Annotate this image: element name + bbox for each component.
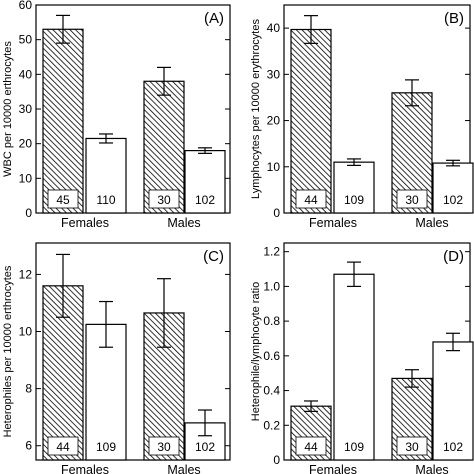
y-tick-label: 1.0 <box>263 279 280 293</box>
sample-size-label: 102 <box>438 437 468 455</box>
error-bar <box>157 278 171 348</box>
error-bar <box>405 369 419 388</box>
panel-label: (A) <box>204 10 224 27</box>
svg-text:110: 110 <box>96 193 115 207</box>
error-bar <box>99 300 113 348</box>
svg-text:30: 30 <box>405 440 419 454</box>
panel-label: (B) <box>444 10 464 27</box>
y-tick-label: 40 <box>267 21 281 35</box>
error-bar <box>198 409 212 437</box>
sample-size-label: 102 <box>190 190 220 208</box>
y-tick-label: 0.8 <box>263 314 280 328</box>
bar-open <box>333 273 375 461</box>
panel-label: (D) <box>443 248 464 265</box>
sample-size-label: 110 <box>91 190 121 208</box>
category-label: Females <box>61 216 109 230</box>
error-bar <box>198 147 212 154</box>
svg-text:102: 102 <box>195 193 215 207</box>
sample-size-label: 30 <box>148 436 180 456</box>
panel-b: 0 10 20 30 40 Lymphocytes per 10000 erythrocy… <box>250 4 474 230</box>
sample-size-label: 44 <box>295 189 327 209</box>
plot-frame <box>283 4 471 214</box>
y-tick-label: 1.2 <box>263 245 280 259</box>
y-tick-label: 8 <box>25 382 32 396</box>
y-tick-label: 12 <box>19 267 33 281</box>
error-bar <box>99 133 113 144</box>
y-axis-label: Heterophiles per 10000 erthrocytes <box>2 265 14 437</box>
y-tick-label: 20 <box>267 114 281 128</box>
error-bar <box>304 15 318 44</box>
panel-d: 0 0.2 0.4 0.6 0.8 1.0 1.2 Heterophile/lymphocyt… <box>250 242 474 474</box>
y-tick-label: 10 <box>19 325 33 339</box>
y-axis-label: Heterophile/lymphocyte ratio <box>250 282 262 421</box>
y-tick-label: 0.4 <box>263 384 280 398</box>
sample-size-label: 102 <box>190 437 220 455</box>
category-label: Males <box>167 463 200 474</box>
svg-text:30: 30 <box>157 193 171 207</box>
svg-text:44: 44 <box>56 440 70 454</box>
sample-size-label: 109 <box>91 437 121 455</box>
svg-text:30: 30 <box>157 440 171 454</box>
y-axis-label: WBC per 10000 erthrocytes <box>2 41 14 177</box>
panel-a: 0 10 20 30 40 50 60 WBC per 10000 erthrocytes (A… <box>2 0 231 230</box>
y-tick-label: 50 <box>19 33 33 47</box>
error-bar <box>56 253 70 318</box>
error-bar <box>347 261 361 287</box>
category-label: Females <box>309 216 357 230</box>
error-bar <box>56 14 70 44</box>
category-label: Males <box>415 216 448 230</box>
svg-text:109: 109 <box>344 193 364 207</box>
y-tick-label: 20 <box>19 137 33 151</box>
category-label: Males <box>415 463 448 474</box>
y-tick-label: 10 <box>19 171 33 185</box>
svg-text:45: 45 <box>56 193 70 207</box>
panel-c: 6 8 10 12 Heterophiles per 10000 erthrocytes… <box>2 242 231 474</box>
category-label: Females <box>61 463 109 474</box>
sample-size-label: 30 <box>396 189 428 209</box>
plot-frame <box>35 242 231 461</box>
category-label: Males <box>167 216 200 230</box>
error-bar <box>446 159 460 167</box>
y-tick-label: 0 <box>273 206 280 220</box>
svg-text:109: 109 <box>344 440 364 454</box>
y-tick-label: 60 <box>19 0 33 12</box>
sample-size-label: 109 <box>339 437 369 455</box>
sample-size-label: 44 <box>295 436 327 456</box>
y-tick-label: 10 <box>267 160 281 174</box>
bar-hatched <box>42 28 84 214</box>
error-bar <box>347 158 361 166</box>
svg-text:102: 102 <box>195 440 215 454</box>
sample-size-label: 44 <box>47 436 79 456</box>
y-tick-label: 0 <box>25 206 32 220</box>
svg-text:44: 44 <box>304 440 318 454</box>
sample-size-label: 102 <box>438 190 468 208</box>
sample-size-label: 45 <box>47 189 79 209</box>
y-tick-label: 6 <box>25 439 32 453</box>
error-bar <box>157 66 171 96</box>
y-tick-label: 30 <box>267 67 281 81</box>
bar-hatched <box>290 28 332 214</box>
y-axis-label: Lymphocytes per 10000 erythrocytes <box>250 19 262 199</box>
error-bar <box>446 332 460 352</box>
svg-text:109: 109 <box>96 440 116 454</box>
svg-text:30: 30 <box>405 193 419 207</box>
y-tick-label: 0 <box>273 453 280 467</box>
error-bar <box>304 400 318 412</box>
y-tick-label: 40 <box>19 67 33 81</box>
y-tick-label: 30 <box>19 102 33 116</box>
y-tick-label: 0.6 <box>263 349 280 363</box>
category-label: Females <box>309 463 357 474</box>
svg-text:44: 44 <box>304 193 318 207</box>
error-bar <box>405 79 419 107</box>
svg-text:102: 102 <box>443 193 463 207</box>
sample-size-label: 109 <box>339 190 369 208</box>
svg-text:102: 102 <box>443 440 463 454</box>
sample-size-label: 30 <box>396 436 428 456</box>
y-tick-label: 0.2 <box>263 418 280 432</box>
panel-label: (C) <box>203 248 224 265</box>
sample-size-label: 30 <box>148 189 180 209</box>
